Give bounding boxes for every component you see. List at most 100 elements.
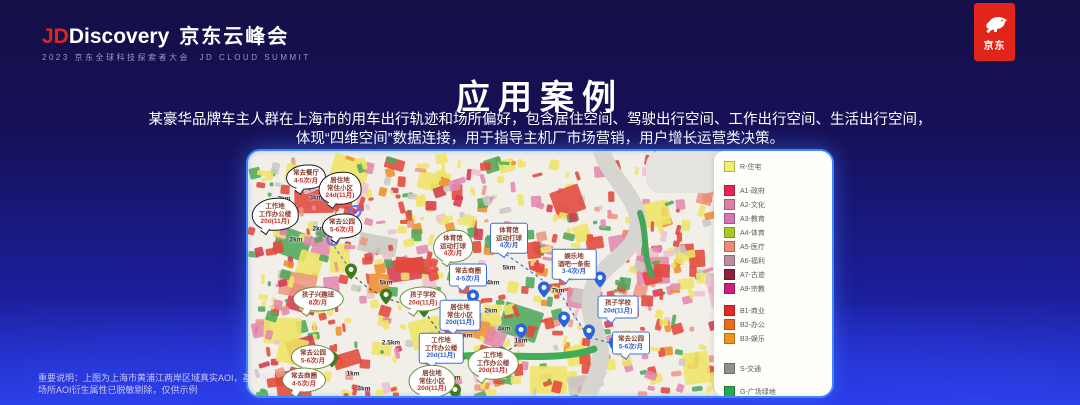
- legend-swatch: [724, 269, 735, 280]
- location-pin-green-icon: [345, 263, 357, 285]
- location-pin-blue-icon: [538, 281, 550, 303]
- river-and-routes-layer: [307, 151, 721, 396]
- legend-label: R-住宅: [740, 163, 762, 171]
- callout-place: 孩子学校: [410, 291, 436, 299]
- legend-item: A6-福利: [724, 255, 832, 266]
- callout-frequency: 3-4次/月: [561, 267, 587, 275]
- page-title: 应用案例: [456, 79, 624, 117]
- legend-item: A4-体育: [724, 227, 832, 238]
- map-callout: 体育馆 运动打球 4次/月: [433, 229, 473, 263]
- map-callout: 常去公园 5-6次/月: [322, 213, 362, 239]
- legend-item: A9-宗教: [724, 283, 832, 294]
- callout-frequency: 5-6次/月: [618, 343, 644, 350]
- map-legend: R-住宅 A1-政府 A2-文化 A3-教育 A4-体育 A5-医疗 A6-福利 A7-古迹 A…: [714, 151, 832, 396]
- callout-place: 工作办公楼: [258, 210, 292, 218]
- summit-title-cn: 京东云峰会: [179, 26, 290, 48]
- legend-item: A2-文化: [724, 199, 832, 210]
- callout-place: 体育馆: [443, 234, 463, 242]
- callout-place: 工作地: [431, 336, 451, 344]
- distance-label: 2km: [484, 307, 498, 315]
- distance-label: 3km: [357, 385, 371, 393]
- travel-route-dashed: [307, 188, 352, 272]
- callout-place: 常去公园: [300, 349, 326, 357]
- jd-dog-icon: [985, 16, 1007, 33]
- jd-brand-badge: 京东: [974, 3, 1015, 61]
- legend-item: A3-教育: [724, 213, 832, 224]
- legend-label: B2-办公: [740, 321, 765, 329]
- legend-swatch: [724, 386, 735, 396]
- legend-item: R-住宅: [724, 161, 832, 172]
- callout-frequency: 20d(11月): [478, 366, 508, 374]
- callout-frequency: 20d(11月): [260, 217, 290, 225]
- location-pin-blue-icon: [558, 311, 570, 333]
- legend-swatch: [724, 283, 735, 294]
- legend-item: A7-古迹: [724, 269, 832, 280]
- legend-swatch: [724, 333, 735, 344]
- callout-place: 酒吧一条街: [557, 260, 591, 268]
- callout-place: 常去公园: [618, 335, 644, 343]
- disclaimer-note: 重要说明：上图为上海市黄浦江两岸区域真实AOI，基于车主隐私， 场所AOI衍生属…: [38, 372, 306, 396]
- legend-label: A7-古迹: [740, 271, 765, 279]
- location-pin-green-icon: [380, 288, 392, 310]
- legend-label: G-广场绿地: [740, 388, 776, 396]
- legend-swatch: [724, 213, 735, 224]
- distance-label: 2km: [289, 236, 303, 244]
- callout-place: 工作地: [265, 202, 285, 210]
- distance-label: 4km: [497, 325, 511, 333]
- callout-frequency: 24d(11月): [325, 191, 355, 199]
- callout-place: 体育馆: [499, 226, 519, 234]
- distance-label: 3km: [309, 194, 323, 202]
- legend-item: A5-医疗: [724, 241, 832, 252]
- callout-frequency: 4次/月: [443, 249, 463, 257]
- travel-route-dashed: [350, 272, 522, 368]
- map-callout: 居住地 常住小区 20d(11月): [408, 364, 456, 396]
- legend-item: B3-娱乐: [724, 333, 832, 344]
- map-callout: 常去商圈 4-5次/月: [282, 367, 326, 393]
- map-callout: 娱乐地 酒吧一条街 3-4次/月: [551, 248, 597, 280]
- legend-swatch: [724, 255, 735, 266]
- map-callout: 工作地 工作办公楼 20d(11月): [467, 346, 519, 380]
- case-description-line2: 体现“四维空间”数据连接，用于指导主机厂市场营销，用户增长运营类决策。: [295, 131, 785, 147]
- callout-place: 常去商圈: [455, 267, 481, 275]
- riverside-greenbelt: [439, 345, 598, 363]
- disclaimer-line2: 场所AOI衍生属性已脱敏剔除，仅供示例: [38, 385, 198, 395]
- jdd-summit-logo: JDDiscovery 京东云峰会 2023 京东全球科技探索者大会 JD CL…: [42, 20, 311, 63]
- callout-place: 运动打球: [496, 234, 522, 242]
- distance-label: 7km: [551, 287, 565, 295]
- map-callout: 工作地 工作办公楼 20d(11月): [251, 197, 299, 231]
- map-callout: 体育馆 运动打球 4次/月: [490, 222, 528, 254]
- legend-label: A2-文化: [740, 201, 765, 209]
- map-callout: 工作地 工作办公楼 20d(11月): [418, 332, 464, 364]
- travel-route-dashed: [500, 250, 615, 345]
- callout-frequency: 4-5次/月: [291, 380, 317, 387]
- callout-place: 孩子兴趣班: [301, 291, 335, 299]
- summit-subtitle: 2023 京东全球科技探索者大会 JD CLOUD SUMMIT: [42, 53, 311, 62]
- huangpu-river: [578, 151, 647, 396]
- legend-item: B1-商业: [724, 305, 832, 316]
- callout-place: 常住小区: [447, 311, 473, 319]
- legend-item: B2-办公: [724, 319, 832, 330]
- jdd-logo: JDDiscovery: [42, 25, 170, 48]
- map-callout: 居住地 常住小区 20d(11月): [439, 299, 481, 331]
- distance-label: 2km: [459, 332, 473, 340]
- distance-label: 1km: [346, 370, 360, 378]
- shanghai-aoi-map: 常去餐厅 4-5次/月 居住地 常住小区 24d(11月) 工作地 工作办公楼 20d(11月…: [248, 151, 832, 396]
- legend-swatch: [724, 241, 735, 252]
- legend-swatch: [724, 199, 735, 210]
- case-description: 某豪华品牌车主人群在上海市的用车出行轨迹和场所偏好，包含居住空间、驾驶出行空间、…: [0, 111, 1080, 149]
- map-callout: 常去公园 5-6次/月: [291, 344, 335, 370]
- callout-place: 居住地: [422, 369, 442, 377]
- distance-label: 1km: [514, 337, 528, 345]
- callout-place: 居住地: [450, 303, 470, 311]
- case-description-line1: 某豪华品牌车主人群在上海市的用车出行轨迹和场所偏好，包含居住空间、驾驶出行空间、…: [148, 112, 932, 128]
- callout-place: 运动打球: [440, 242, 466, 250]
- legend-label: S-交通: [740, 365, 761, 373]
- distance-label: 2.5km: [381, 339, 401, 347]
- legend-swatch: [724, 319, 735, 330]
- map-callout: 常去餐厅 4-5次/月: [286, 164, 326, 190]
- legend-item: G-广场绿地: [724, 386, 832, 396]
- legend-swatch: [724, 185, 735, 196]
- location-pin-blue-icon: [515, 323, 527, 345]
- legend-swatch: [724, 363, 735, 374]
